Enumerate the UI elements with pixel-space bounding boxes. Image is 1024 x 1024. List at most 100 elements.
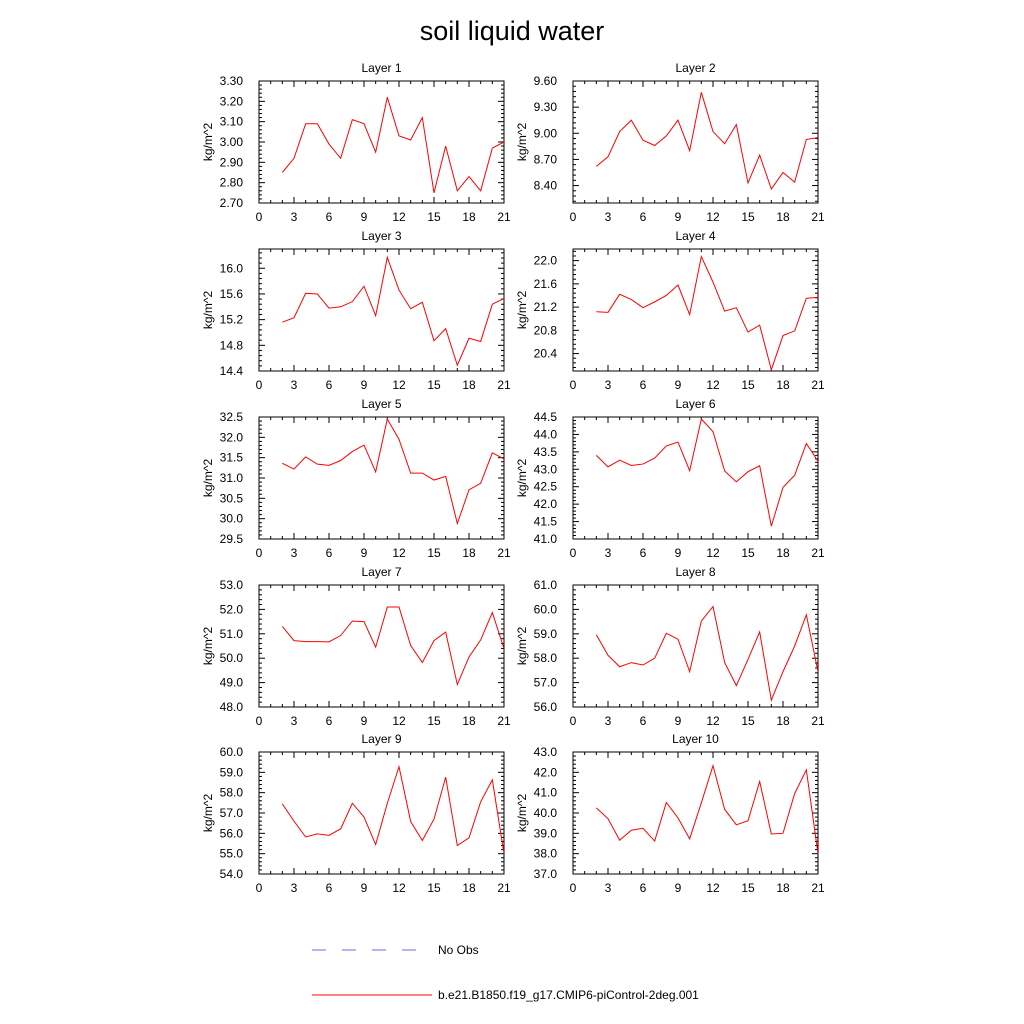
y-tick-label: 15.6 [220,287,244,301]
panel-title: Layer 4 [675,229,715,243]
y-tick-label: 8.70 [534,152,558,166]
y-tick-label: 9.30 [534,100,558,114]
x-tick-label: 21 [811,881,825,895]
y-tick-label: 3.30 [220,74,244,88]
x-tick-label: 6 [326,546,333,560]
y-tick-label: 20.8 [534,323,558,337]
x-tick-label: 9 [675,210,682,224]
x-tick-label: 6 [326,714,333,728]
panel-title: Layer 3 [361,229,401,243]
y-tick-label: 56.0 [534,700,558,714]
x-tick-label: 15 [741,714,755,728]
x-tick-label: 15 [427,546,441,560]
legend-no-obs-label: No Obs [438,943,479,957]
x-tick-label: 15 [427,714,441,728]
x-tick-label: 12 [392,714,406,728]
panel-layer-1: Layer 1 kg/m^2 0 3 6 9 12 15 18 21 2.70 2.80 2.90 3.0… [201,61,511,224]
plot-frame [258,416,505,540]
x-tick-label: 0 [570,210,577,224]
panel-title: Layer 8 [675,565,715,579]
plot-frame [572,80,819,204]
y-tick-label: 60.0 [220,745,244,759]
y-tick-label: 42.0 [534,497,558,511]
y-tick-label: 50.0 [220,651,244,665]
y-tick-label: 57.0 [220,806,244,820]
y-tick-label: 49.0 [220,676,244,690]
y-axis-label: kg/m^2 [515,794,529,833]
y-tick-label: 15.2 [220,313,244,327]
y-tick-label: 30.0 [220,512,244,526]
x-tick-label: 12 [392,881,406,895]
x-tick-label: 0 [570,378,577,392]
panel-layer-7: Layer 7 kg/m^2 0 3 6 9 12 15 18 21 48.0 49.0 50.0 51.… [201,565,511,728]
y-tick-label: 42.5 [534,480,558,494]
y-tick-label: 58.0 [534,651,558,665]
y-tick-label: 9.00 [534,126,558,140]
y-tick-label: 39.0 [534,826,558,840]
panel-title: Layer 1 [361,61,401,75]
x-tick-label: 9 [675,378,682,392]
x-tick-label: 12 [706,546,720,560]
x-tick-label: 15 [741,546,755,560]
y-tick-label: 41.0 [534,532,558,546]
x-tick-label: 18 [462,378,476,392]
y-tick-label: 32.5 [220,410,244,424]
x-tick-label: 12 [706,714,720,728]
y-tick-label: 57.0 [534,676,558,690]
panel-layer-5: Layer 5 kg/m^2 0 3 6 9 12 15 18 21 29.5 30.0 30.5 31.… [201,397,511,560]
x-tick-label: 15 [427,210,441,224]
y-tick-label: 8.40 [534,179,558,193]
y-tick-label: 3.10 [220,115,244,129]
series-line [281,606,504,687]
legend: No Obs b.e21.B1850.f19_g17.CMIP6-piContr… [312,943,699,1002]
y-tick-label: 9.60 [534,74,558,88]
legend-model-label: b.e21.B1850.f19_g17.CMIP6-piControl-2deg… [438,988,699,1002]
x-tick-label: 6 [640,546,647,560]
x-tick-label: 18 [462,881,476,895]
x-tick-label: 3 [291,546,298,560]
x-tick-label: 3 [605,714,612,728]
y-tick-label: 14.8 [220,338,244,352]
y-axis-label: kg/m^2 [201,627,215,666]
panel-layer-6: Layer 6 kg/m^2 0 3 6 9 12 15 18 21 41.0 41.5 42.0 42.… [515,397,825,560]
y-tick-label: 16.0 [220,261,244,275]
y-tick-label: 59.0 [534,627,558,641]
y-tick-label: 41.5 [534,515,558,529]
x-tick-label: 9 [675,881,682,895]
x-tick-label: 21 [497,210,511,224]
x-tick-label: 18 [776,714,790,728]
x-tick-label: 9 [361,210,368,224]
y-tick-label: 21.6 [534,277,558,291]
plot-frame [258,584,505,708]
x-tick-label: 6 [640,881,647,895]
y-tick-label: 22.0 [534,254,558,268]
x-tick-label: 12 [706,378,720,392]
y-tick-label: 43.0 [534,745,558,759]
series-line [282,255,504,367]
x-tick-label: 21 [497,714,511,728]
x-tick-label: 9 [361,546,368,560]
y-tick-label: 58.0 [220,786,244,800]
panel-layer-8: Layer 8 kg/m^2 0 3 6 9 12 15 18 21 56.0 57.0 58.0 59.… [515,565,825,728]
x-tick-label: 21 [497,546,511,560]
x-tick-label: 3 [605,378,612,392]
x-tick-label: 3 [605,881,612,895]
y-tick-label: 37.0 [534,867,558,881]
x-tick-label: 9 [361,378,368,392]
panel-title: Layer 5 [361,397,401,411]
series-line [281,97,504,193]
x-tick-label: 6 [640,378,647,392]
x-tick-label: 21 [811,714,825,728]
y-tick-label: 40.0 [534,806,558,820]
x-tick-label: 0 [256,714,263,728]
y-tick-label: 29.5 [220,532,244,546]
x-tick-label: 12 [392,546,406,560]
panel-layer-3: Layer 3 kg/m^2 0 3 6 9 12 15 18 21 14.4 14.8 15.2 15.… [201,229,511,392]
x-tick-label: 18 [776,546,790,560]
y-tick-label: 20.4 [534,347,558,361]
x-tick-label: 0 [570,881,577,895]
plot-frame [258,751,505,875]
series-line [596,254,818,371]
panel-title: Layer 7 [361,565,401,579]
x-tick-label: 15 [427,881,441,895]
